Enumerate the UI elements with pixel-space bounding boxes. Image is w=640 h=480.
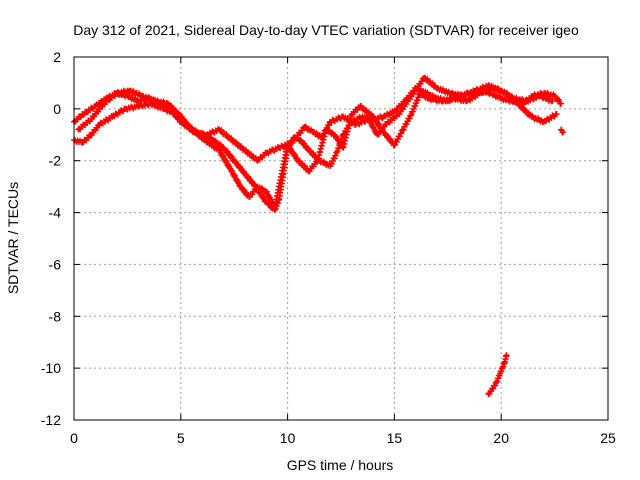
grid-lines [74,57,608,420]
y-axis-label: SDTVAR / TECUs [5,182,21,294]
x-axis-label: GPS time / hours [287,457,394,473]
x-tick-label: 0 [70,430,78,446]
y-tick-label: -12 [41,412,61,428]
plot-frame [73,56,609,421]
data-point [503,352,510,359]
y-tick-label: 0 [53,101,61,117]
chart-title: Day 312 of 2021, Sidereal Day-to-day VTE… [73,22,579,38]
y-tick-label: -2 [49,153,62,169]
data-point [313,158,320,165]
y-tick-label: -10 [41,360,61,376]
data-point [560,129,567,136]
x-tick-label: 15 [387,430,403,446]
data-point [553,111,560,118]
data-points [71,74,567,398]
x-tick-labels: 0 5 10 15 20 25 [70,430,616,446]
data-point [558,100,565,107]
data-point [549,98,556,105]
x-tick-label: 5 [177,430,185,446]
y-tick-labels: 2 0 -2 -4 -6 -8 -10 -12 [41,49,61,428]
y-tick-label: -6 [49,256,62,272]
x-tick-label: 20 [493,430,509,446]
y-tick-label: -4 [49,205,62,221]
data-point [407,96,414,103]
x-tick-label: 10 [280,430,296,446]
x-tick-label: 25 [600,430,616,446]
y-tick-label: -8 [49,308,62,324]
y-tick-label: 2 [53,49,61,65]
